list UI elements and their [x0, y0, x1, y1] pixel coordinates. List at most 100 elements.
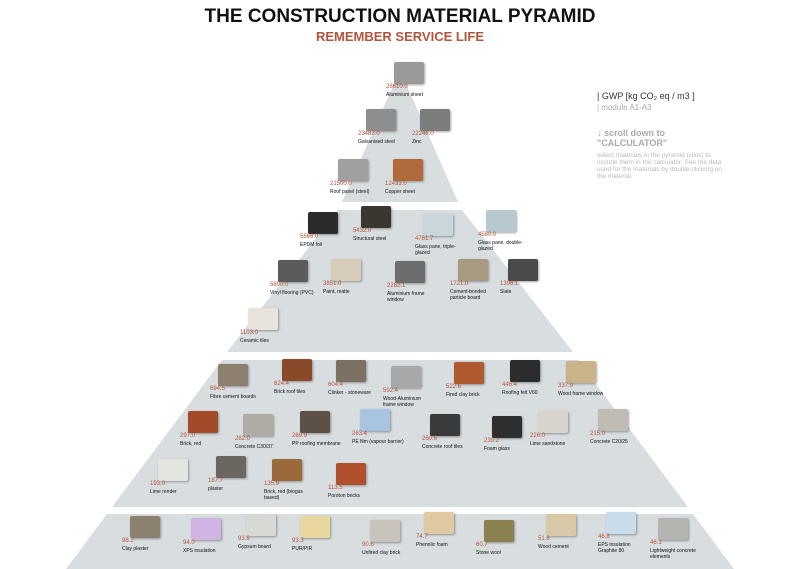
material-thumbnail	[248, 308, 278, 330]
material-thumbnail	[370, 520, 400, 542]
material-value: 3851.0	[323, 281, 342, 287]
material-thumbnail	[336, 360, 366, 382]
material-value: 187.7	[208, 478, 224, 484]
material-value: 94.0	[183, 540, 195, 546]
material-label: Zinc	[412, 139, 422, 145]
material-label: Lime sandstone	[530, 441, 566, 447]
material-thumbnail	[338, 159, 368, 181]
material-value: 21500.0	[330, 181, 352, 187]
material-thumbnail	[158, 459, 188, 481]
material-label: Structural steel	[353, 236, 387, 242]
material-label: Concrete C30/37	[235, 444, 273, 450]
material-thumbnail	[423, 214, 453, 236]
material-thumbnail	[598, 409, 628, 431]
material-value: 260.6	[422, 436, 438, 442]
material-value: 93.3	[292, 538, 304, 544]
material-label: Brick roof tiles	[274, 389, 306, 395]
material-thumbnail	[361, 206, 391, 228]
material-value: 522.6	[446, 384, 462, 390]
material-thumbnail	[486, 210, 516, 232]
material-thumbnail	[360, 409, 390, 431]
material-label: Paint, matte	[323, 289, 350, 295]
material-thumbnail	[366, 109, 396, 131]
material-thumbnail	[191, 518, 221, 540]
material-label: Unfired clay brick	[362, 550, 401, 556]
material-label: Roofing felt V60	[502, 390, 538, 396]
material-label: Stone wool	[476, 550, 501, 556]
material-label: Wood-Aluminium frame window	[383, 396, 421, 408]
material-thumbnail	[278, 260, 308, 282]
material-thumbnail	[538, 411, 568, 433]
material-value: 282.0	[235, 436, 251, 442]
material-value: 60.7	[476, 542, 488, 548]
material-value: 624.4	[274, 381, 290, 387]
material-value: 1396.1	[500, 281, 519, 287]
material-label: EPDM foil	[300, 242, 323, 248]
material-label: XPS insulation	[183, 548, 216, 554]
material-label: Vinyl flooring (PVC)	[270, 290, 314, 296]
material-value: 226.0	[530, 433, 546, 439]
material-thumbnail	[393, 159, 423, 181]
material-value: 90.6	[362, 542, 374, 548]
material-label: Wood frame window	[558, 391, 604, 397]
material-thumbnail	[430, 414, 460, 436]
material-thumbnail	[243, 414, 273, 436]
material-thumbnail	[336, 463, 366, 485]
material-value: 51.6	[538, 536, 550, 542]
material-thumbnail	[420, 109, 450, 131]
material-label: Aluminium sheet	[386, 92, 423, 98]
material-value: 46.1	[650, 540, 662, 546]
material-label: Galvanised steel	[358, 139, 395, 145]
material-value: 74.7	[416, 534, 428, 540]
material-label: Glass pane, double-glazed	[478, 240, 523, 252]
material-value: 263.4	[352, 431, 368, 437]
material-label: Concrete roof tiles	[422, 444, 463, 450]
module-label: | module A1-A3	[597, 103, 652, 112]
material-label: PP roofing membrane	[292, 441, 341, 447]
material-thumbnail	[308, 212, 338, 234]
material-value: 12433.0	[385, 181, 407, 187]
material-label: EPS insulation Graphite 80	[598, 542, 631, 554]
material-value: 135.9	[264, 481, 280, 487]
material-thumbnail	[391, 366, 421, 388]
material-value: 98.2	[122, 538, 134, 544]
material-thumbnail	[246, 514, 276, 536]
material-label: Lightweight concrete elements	[650, 548, 696, 560]
material-thumbnail	[188, 411, 218, 433]
material-value: 297.0	[180, 433, 196, 439]
material-label: Aluminium frame window	[387, 291, 425, 303]
material-label: Poroton bricks	[328, 493, 360, 499]
material-label: plaster	[208, 486, 224, 492]
scroll-hint[interactable]: ↓ scroll down to "CALCULATOR"	[597, 128, 668, 148]
material-value: 46.8	[598, 534, 610, 540]
material-thumbnail	[454, 362, 484, 384]
material-value: 604.4	[328, 382, 344, 388]
material-value: 269.9	[292, 433, 308, 439]
material-thumbnail	[508, 259, 538, 281]
material-label: Clinker - stoneware	[328, 390, 372, 396]
material-thumbnail	[394, 62, 424, 84]
material-thumbnail	[300, 411, 330, 433]
material-label: Lime render	[150, 489, 177, 495]
material-thumbnail	[658, 518, 688, 540]
material-thumbnail	[492, 416, 522, 438]
material-label: Ceramic tiles	[240, 338, 269, 344]
material-value: 193.0	[150, 481, 166, 487]
material-label: Clay plaster	[122, 546, 149, 552]
material-thumbnail	[458, 259, 488, 281]
material-label: Fibre cement boards	[210, 394, 256, 400]
material-label: Brick, red	[180, 441, 202, 447]
material-value: 22248.0	[412, 131, 434, 137]
material-label: Phenolic foam	[416, 542, 448, 548]
material-value: 1721.0	[450, 281, 469, 287]
material-thumbnail	[510, 360, 540, 382]
material-thumbnail	[606, 512, 636, 534]
material-thumbnail	[300, 516, 330, 538]
material-value: 446.4	[502, 382, 518, 388]
material-label: Copper sheet	[385, 189, 416, 195]
material-label: PE film (vapour barrier)	[352, 439, 404, 445]
material-thumbnail	[130, 516, 160, 538]
material-label: Brick, red (biogas based)	[264, 489, 303, 501]
material-label: Foam glass	[484, 446, 510, 452]
material-value: 337.9	[558, 383, 574, 389]
